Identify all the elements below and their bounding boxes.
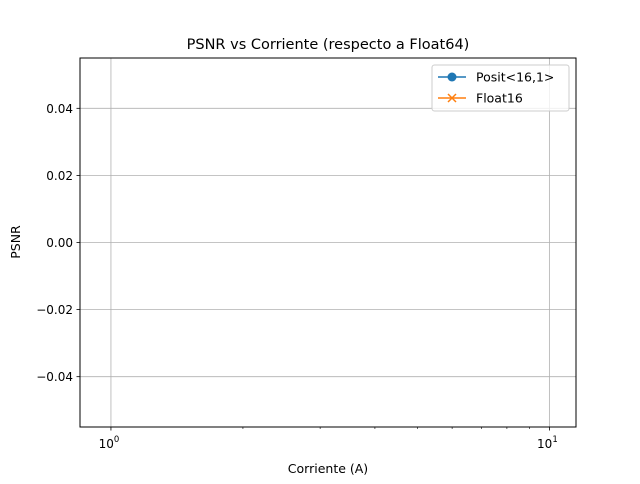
y-tick-label: 0.00: [46, 236, 73, 250]
x-tick-label-exponent: 0: [114, 435, 119, 445]
legend-label: Float16: [476, 91, 523, 106]
legend-entry: Float16: [438, 91, 523, 106]
legend-marker-circle: [447, 72, 457, 82]
y-tick-label: −0.04: [36, 370, 73, 384]
y-axis-label: PSNR: [8, 225, 23, 259]
x-tick-label: 100: [99, 435, 120, 451]
legend-label: Posit<16,1>: [476, 70, 554, 85]
chart-title: PSNR vs Corriente (respecto a Float64): [187, 37, 470, 53]
x-tick-label-base: 10: [537, 437, 552, 451]
x-axis-ticks: 100 101: [99, 427, 558, 451]
x-tick-label-exponent: 1: [552, 435, 557, 445]
legend-entry: Posit<16,1>: [438, 70, 554, 85]
x-axis-label: Corriente (A): [288, 461, 368, 476]
legend-box: [431, 64, 570, 112]
y-tick-label: 0.04: [46, 102, 73, 116]
legend: Posit<16,1> Float16: [431, 64, 570, 112]
legend-marker-x: [447, 93, 457, 103]
y-tick-label: 0.02: [46, 169, 73, 183]
y-axis-ticks: −0.04 −0.02 0.00 0.02 0.04: [36, 102, 80, 384]
x-tick-label-base: 10: [99, 437, 114, 451]
y-tick-label: −0.02: [36, 303, 73, 317]
x-tick-label: 101: [537, 435, 558, 451]
